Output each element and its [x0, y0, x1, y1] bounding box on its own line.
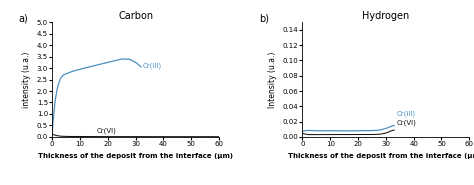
Y-axis label: intensity (u.a.): intensity (u.a.): [22, 51, 31, 108]
X-axis label: Thickness of the deposit from the interface (μm): Thickness of the deposit from the interf…: [288, 153, 474, 159]
Text: Cr(VI): Cr(VI): [97, 127, 117, 134]
Title: Carbon: Carbon: [118, 11, 153, 21]
Y-axis label: Intensity (u.a.): Intensity (u.a.): [268, 51, 277, 108]
Text: a): a): [19, 13, 28, 23]
Text: Cr(VI): Cr(VI): [397, 120, 417, 126]
X-axis label: Thickness of the deposit from the interface (μm): Thickness of the deposit from the interf…: [38, 153, 233, 159]
Title: Hydrogen: Hydrogen: [362, 11, 410, 21]
Text: Cr(III): Cr(III): [397, 111, 416, 117]
Text: b): b): [259, 13, 269, 23]
Text: Cr(III): Cr(III): [143, 63, 162, 69]
